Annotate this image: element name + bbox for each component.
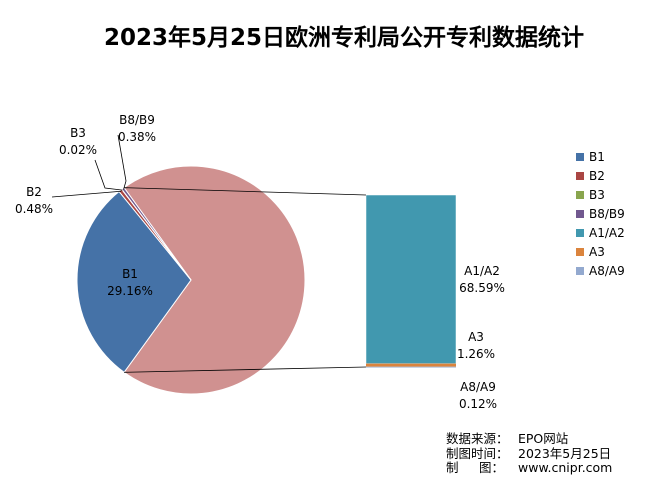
legend-label: A8/A9 — [589, 263, 625, 278]
legend-item-a3: A3 — [576, 242, 625, 261]
chart-time-line: 制图时间： 2023年5月25日 — [446, 445, 612, 462]
data-label-b3: B3 0.02% — [59, 126, 97, 157]
data-source-label: 数据来源： — [446, 431, 509, 446]
connector-bottom — [124, 366, 367, 373]
legend-item-a8-a9: A8/A9 — [576, 261, 625, 280]
legend-label: B8/B9 — [589, 206, 625, 221]
chart-maker-line: 制 图： www.cnipr.com — [446, 460, 613, 476]
pie-slice-a-other — [123, 165, 306, 395]
source-note: 数据来源： EPO网站 制图时间： 2023年5月25日 制 图： www.cn… — [446, 431, 613, 476]
legend-label: B2 — [589, 168, 605, 183]
legend-swatch — [576, 228, 584, 237]
data-source-value: EPO网站 — [518, 431, 569, 446]
legend-swatch — [576, 209, 584, 218]
legend-label: B1 — [589, 149, 605, 164]
data-label-a1-a2: A1/A2 68.59% — [459, 264, 505, 295]
legend-item-a1-a2: A1/A2 — [576, 223, 625, 242]
leader-line-b8-b9 — [117, 134, 127, 190]
data-label-b1: B1 29.16% — [107, 267, 153, 298]
chart-maker-value: www.cnipr.com — [518, 460, 613, 475]
legend-item-b2: B2 — [576, 166, 625, 185]
legend-label: B3 — [589, 187, 605, 202]
data-label-a3: A3 1.26% — [457, 330, 495, 361]
legend-label: A1/A2 — [589, 225, 625, 240]
legend-swatch — [576, 247, 584, 256]
pie-slice-b1 — [76, 190, 192, 374]
bar-segment-a3 — [366, 363, 456, 367]
legend: B1 B2 B3 B8/B9 A1/A2 A3 A8/A9 — [576, 147, 625, 280]
connector-top — [124, 187, 367, 196]
leader-line-b3 — [94, 159, 123, 191]
data-label-a8-a9: A8/A9 0.12% — [459, 380, 497, 411]
legend-swatch — [576, 171, 584, 180]
legend-swatch — [576, 266, 584, 275]
chart-title: 2023年5月25日欧洲专利局公开专利数据统计 — [103, 25, 585, 51]
data-source-line: 数据来源： EPO网站 — [446, 431, 612, 447]
legend-item-b8-b9: B8/B9 — [576, 204, 625, 223]
chart-time-label: 制图时间： — [446, 445, 509, 461]
bar-segment-a8-a9 — [366, 366, 456, 368]
chart-maker-label: 制 图： — [446, 460, 504, 475]
legend-label: A3 — [589, 244, 605, 259]
legend-swatch — [576, 152, 584, 161]
legend-item-b1: B1 — [576, 147, 625, 166]
legend-swatch — [576, 190, 584, 199]
legend-item-b3: B3 — [576, 185, 625, 204]
leader-line-b2 — [51, 190, 122, 198]
chart-time-value: 2023年5月25日 — [518, 445, 612, 461]
bar-segment-a1-a2 — [365, 194, 457, 364]
data-label-b2: B2 0.48% — [15, 185, 53, 216]
data-label-b8-b9: B8/B9 0.38% — [118, 113, 156, 144]
